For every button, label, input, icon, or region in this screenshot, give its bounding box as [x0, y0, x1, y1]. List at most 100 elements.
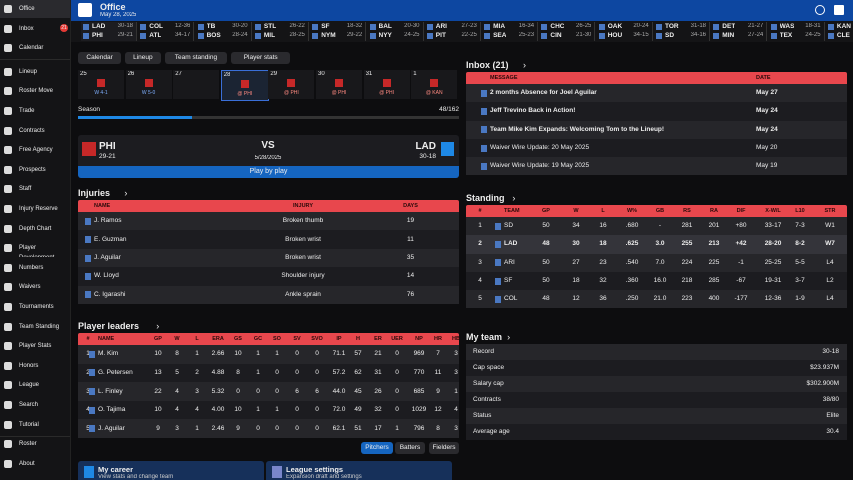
sidebar-item[interactable]: Player Stats [0, 337, 70, 355]
sidebar-item[interactable]: Player Development [0, 239, 70, 257]
game[interactable]: COL 12-36 ATL 34-17 [138, 22, 195, 41]
game[interactable]: ARI 27-23 PIT 22-25 [425, 22, 481, 41]
game[interactable]: TB 30-20 BOS 28-24 [196, 22, 252, 41]
sidebar-item[interactable]: Honors [0, 357, 70, 375]
tab[interactable]: Lineup [125, 52, 161, 64]
calendar-day[interactable]: 29 @ PHI [268, 70, 315, 99]
profile-icon[interactable] [834, 5, 844, 15]
calendar-day[interactable]: 27 [173, 70, 220, 99]
table-row [466, 344, 847, 360]
sidebar-item[interactable]: Depth Chart [0, 220, 70, 238]
calendar-day[interactable]: 25 W 4-1 [78, 70, 124, 99]
column-header: SV [293, 336, 301, 342]
progress-track [78, 116, 459, 119]
sidebar-item[interactable]: Roster Move [0, 82, 70, 100]
team-abbr: ARI [435, 23, 447, 30]
cell: 201 [708, 222, 720, 230]
sidebar-item[interactable]: Numbers [0, 259, 70, 277]
team-abbr: BOS [206, 32, 221, 39]
table-row [466, 217, 847, 236]
card-title: My career [98, 465, 134, 474]
team-abbr: TEX [779, 32, 793, 39]
table-row [78, 230, 459, 249]
sidebar-item[interactable]: Waivers [0, 278, 70, 296]
cell: Jeff Trevino Back in Action! [490, 107, 576, 115]
sidebar-icon [4, 5, 12, 13]
sidebar-item[interactable]: Team Standing [0, 318, 70, 336]
game[interactable]: BAL 20-30 NYY 24-25 [368, 22, 424, 41]
sidebar-item[interactable]: Calendar [0, 39, 70, 57]
calendar-day[interactable]: 31 @ PHI [363, 70, 410, 99]
cell: 62 [354, 368, 362, 376]
cell: Broken wrist [285, 235, 321, 243]
sidebar-item[interactable]: Roster [0, 435, 70, 453]
sidebar-icon [4, 420, 12, 429]
game[interactable]: WAS 18-31 TEX 24-25 [769, 22, 825, 41]
game[interactable]: LAD 30-18 PHI 29-21 [81, 22, 137, 41]
cell: 0 [295, 368, 299, 376]
sidebar-item[interactable]: Trade [0, 102, 70, 120]
sidebar-item[interactable]: About [0, 455, 70, 473]
sidebar-label: Injury Reserve [19, 206, 58, 212]
calendar-day[interactable]: 30 @ PHI [316, 70, 362, 99]
cell: 5-5 [795, 258, 805, 266]
cell: 3 [454, 350, 458, 358]
tab[interactable]: Team standing [164, 52, 228, 64]
team-logo [827, 33, 834, 39]
team-abbr: PHI [92, 32, 103, 39]
sidebar-item[interactable]: Office [0, 0, 70, 18]
cell: 3.0 [655, 240, 665, 248]
card[interactable]: League settings Expansion draft and setti… [266, 461, 452, 480]
team-logo [85, 254, 91, 262]
game[interactable]: OAK 20-24 HOU 34-15 [597, 22, 653, 41]
team-logo [89, 388, 95, 395]
game[interactable]: CHC 26-25 CIN 21-30 [539, 22, 596, 41]
cell: 4 [86, 406, 90, 414]
vs: VS [261, 140, 275, 151]
search-icon[interactable] [815, 5, 825, 15]
cell: 21.0 [653, 295, 667, 303]
cell: 5 [478, 295, 482, 303]
filter-button[interactable]: Pitchers [361, 442, 393, 454]
sidebar-item[interactable]: Staff [0, 180, 70, 198]
game[interactable]: TOR 31-18 SD 34-16 [654, 22, 710, 41]
sidebar-item[interactable]: Injury Reserve [0, 200, 70, 218]
sidebar-item[interactable]: Search [0, 396, 70, 414]
tab[interactable]: Player stats [231, 52, 291, 64]
team-record: 29-21 [117, 32, 133, 38]
game[interactable]: MIA 16-34 SEA 25-23 [482, 22, 539, 41]
result: @ PHI [379, 90, 394, 96]
card[interactable]: My career View stats and change team [78, 461, 264, 480]
cell: 2.46 [211, 424, 225, 432]
tab[interactable]: Calendar [78, 52, 122, 64]
column-header: RS [683, 208, 691, 214]
cell: 9 [436, 387, 440, 395]
game[interactable]: SF 18-32 NYM 29-22 [310, 22, 367, 41]
team-abbr: WAS [779, 23, 795, 30]
calendar-day[interactable]: 28 @ PHI [220, 70, 269, 101]
calendar-day[interactable]: 26 W 5-0 [125, 70, 172, 99]
sidebar-item[interactable]: Tutorial [0, 416, 70, 434]
filter-button[interactable]: Fielders [429, 442, 459, 454]
filter-button[interactable]: Batters [395, 442, 425, 454]
sidebar-item[interactable]: Free Agency [0, 141, 70, 159]
sidebar-item[interactable]: Tournaments [0, 298, 70, 316]
sidebar-item[interactable]: League [0, 376, 70, 394]
cell: 19-31 [764, 277, 782, 285]
sidebar-item[interactable]: Inbox 21 [0, 20, 70, 38]
team-record: 28-24 [232, 32, 248, 38]
play-button[interactable]: Play by play [78, 166, 459, 178]
table-row [466, 392, 847, 408]
sidebar-item[interactable]: Prospects [0, 161, 70, 179]
game[interactable]: DET 21-27 MIN 27-24 [711, 22, 768, 41]
sidebar-item[interactable]: Contracts [0, 122, 70, 140]
calendar-day[interactable]: 1 @ KAN [411, 70, 458, 99]
game[interactable]: KAN29-20CLE25-24 [826, 22, 853, 41]
cell: Shoulder injury [281, 272, 325, 280]
game[interactable]: STL 26-22 MIL 28-25 [253, 22, 309, 41]
cell: 2 [478, 240, 482, 248]
cell: 0 [236, 387, 240, 395]
column-header: L [195, 336, 199, 342]
sidebar-item[interactable]: Lineup [0, 63, 70, 81]
sidebar-label: Free Agency [19, 147, 53, 154]
